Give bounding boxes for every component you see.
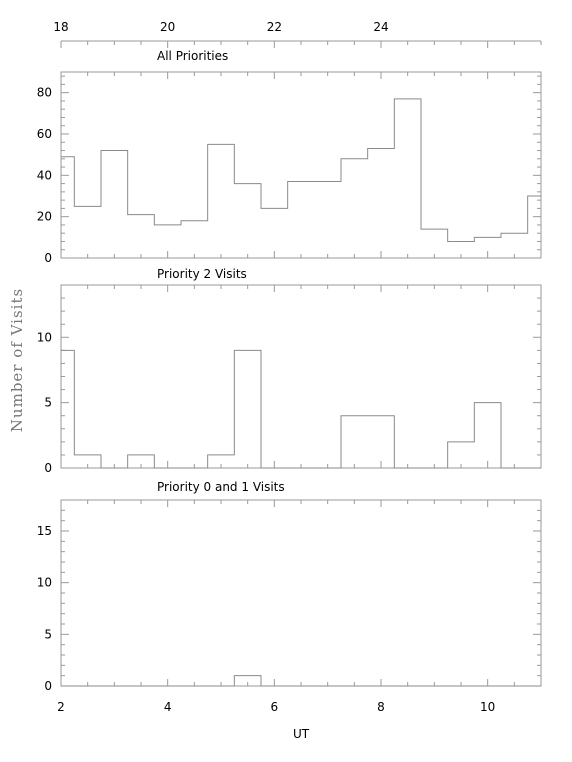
histogram-series-3: [61, 675, 541, 687]
y-tick-label: 20: [37, 210, 52, 224]
panel-title: All Priorities: [157, 49, 228, 63]
panel-1: All Priorities 0 20 40 60 80: [37, 49, 542, 265]
top-ut-axis: 18 20 22 24: [53, 20, 542, 48]
top-tick-label: 18: [53, 20, 68, 34]
y-tick-label: 10: [37, 576, 52, 590]
top-tick-label: 20: [160, 20, 175, 34]
x-tick-label: 2: [57, 700, 65, 714]
top-tick-label: 22: [267, 20, 282, 34]
panel-title: Priority 2 Visits: [157, 267, 247, 281]
y-axis-label: Number of Visits: [8, 288, 26, 432]
y-tick-label: 60: [37, 127, 52, 141]
panel-frame: [60, 284, 542, 469]
panel-title: Priority 0 and 1 Visits: [157, 480, 285, 494]
y-tick-label: 10: [37, 330, 52, 344]
x-tick-label: 4: [164, 700, 172, 714]
y-tick-label: 15: [37, 524, 52, 538]
panel-2: Priority 2 Visits 0 5 10: [37, 267, 542, 475]
y-tick-label: 80: [37, 86, 52, 100]
top-tick-label: 24: [373, 20, 388, 34]
panels: All Priorities 0 20 40 60 80 Priority 2 Visits…: [37, 49, 542, 693]
y-tick-label: 0: [44, 251, 52, 265]
x-axis-label: UT: [293, 727, 310, 741]
x-tick-label: 10: [480, 700, 495, 714]
y-tick-label: 0: [44, 461, 52, 475]
panel-frame: [60, 71, 542, 259]
x-tick-label: 8: [377, 700, 385, 714]
histogram-series-2: [61, 349, 541, 469]
y-tick-label: 0: [44, 679, 52, 693]
histogram-series-1: [61, 98, 541, 242]
bottom-ut-axis: 2 4 6 8 10: [57, 700, 495, 714]
x-tick-label: 6: [271, 700, 279, 714]
panel-frame: [60, 499, 542, 687]
y-tick-label: 5: [44, 396, 52, 410]
panel-3: Priority 0 and 1 Visits 0 5 10 15: [37, 480, 542, 693]
y-tick-label: 5: [44, 627, 52, 641]
y-tick-label: 40: [37, 168, 52, 182]
